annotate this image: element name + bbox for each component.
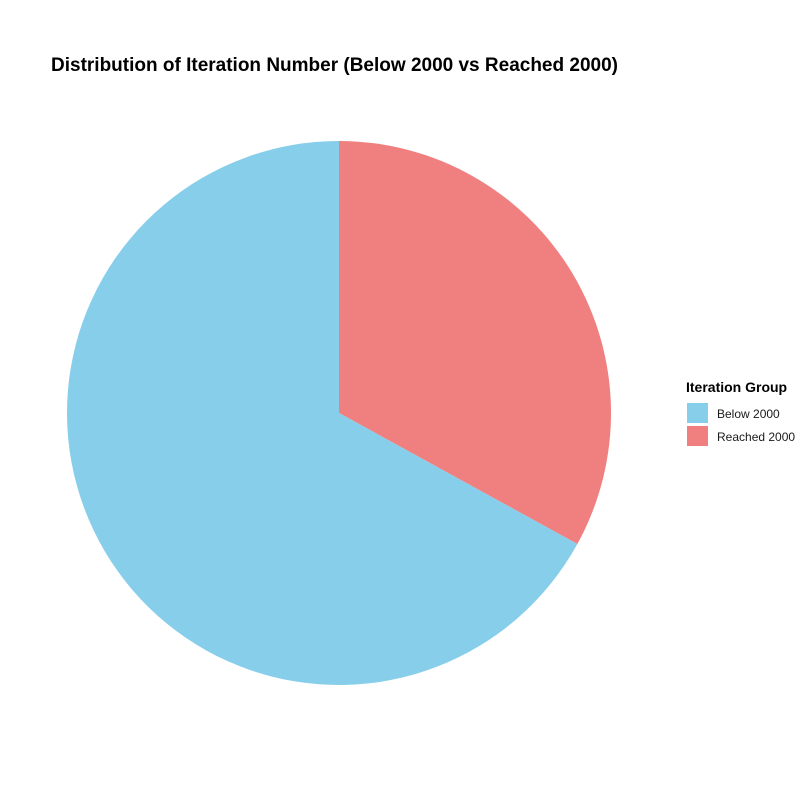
pie-slice-reached-2000 [339, 141, 611, 545]
pie-slice-below-2000 [66, 141, 578, 685]
pie-slices [66, 141, 611, 685]
legend-label: Reached 2000 [717, 430, 795, 444]
legend-label: Below 2000 [717, 407, 780, 421]
chart-title: Distribution of Iteration Number (Below … [51, 55, 618, 76]
legend-swatch [687, 403, 708, 423]
legend-title: Iteration Group [686, 379, 787, 395]
legend-items: Below 2000 Reached 2000 [687, 403, 795, 446]
legend: Iteration Group Below 2000 Reached 2000 [686, 379, 795, 446]
legend-swatch [687, 426, 708, 446]
